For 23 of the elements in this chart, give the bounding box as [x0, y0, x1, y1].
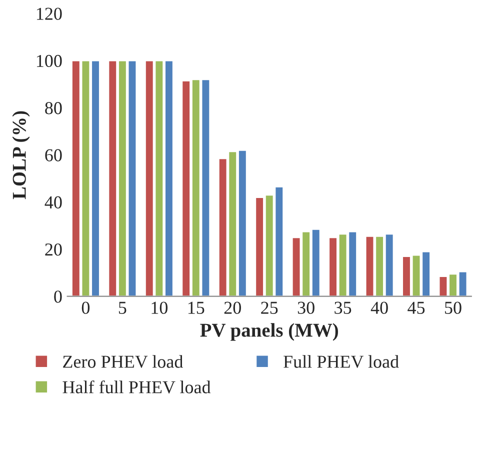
x-tick-label: 25 — [261, 302, 278, 314]
legend-label: Full PHEV load — [284, 355, 399, 368]
y-tick-label: 120 — [36, 8, 62, 20]
x-tick-label: 0 — [82, 302, 90, 314]
y-axis-title: LOLP (%) — [12, 111, 30, 200]
x-tick-label: 30 — [298, 302, 314, 314]
x-tick-label: 35 — [334, 302, 352, 314]
y-tick-label: 40 — [44, 196, 62, 208]
x-tick-label: 40 — [370, 302, 388, 314]
legend-label: Zero PHEV load — [63, 355, 183, 368]
y-tick-label: 80 — [45, 102, 62, 114]
y-tick-label: 0 — [54, 290, 62, 303]
x-tick-label: 5 — [118, 302, 126, 314]
legend-label: Half full PHEV load — [62, 380, 211, 394]
y-tick-label: 20 — [45, 243, 62, 256]
y-tick-label: 60 — [45, 149, 62, 162]
x-axis-title: PV panels (MW) — [200, 323, 338, 341]
y-tick-label: 100 — [36, 54, 62, 68]
x-tick-label: 10 — [152, 302, 168, 314]
x-tick-label: 15 — [188, 302, 204, 314]
x-tick-label: 20 — [224, 302, 241, 314]
x-tick-label: 50 — [445, 302, 462, 314]
x-tick-label: 45 — [408, 302, 425, 314]
